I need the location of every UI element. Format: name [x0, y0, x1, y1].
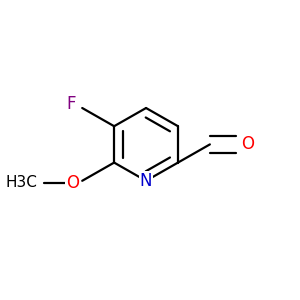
Text: N: N — [140, 172, 152, 190]
Text: O: O — [241, 135, 254, 153]
Text: H3C: H3C — [6, 175, 38, 190]
Text: F: F — [66, 95, 76, 113]
Text: O: O — [66, 174, 79, 192]
